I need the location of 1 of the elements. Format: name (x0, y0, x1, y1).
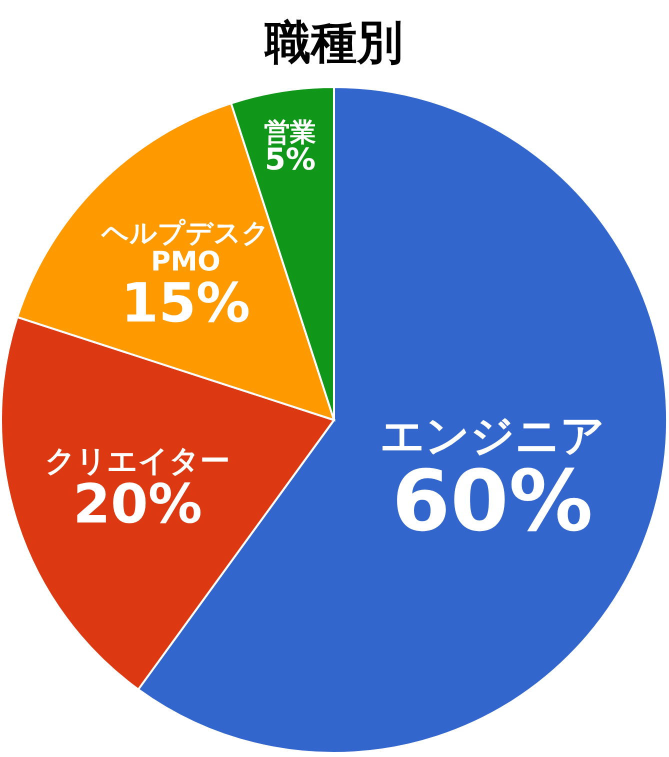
chart-title: 職種別 (263, 15, 403, 69)
